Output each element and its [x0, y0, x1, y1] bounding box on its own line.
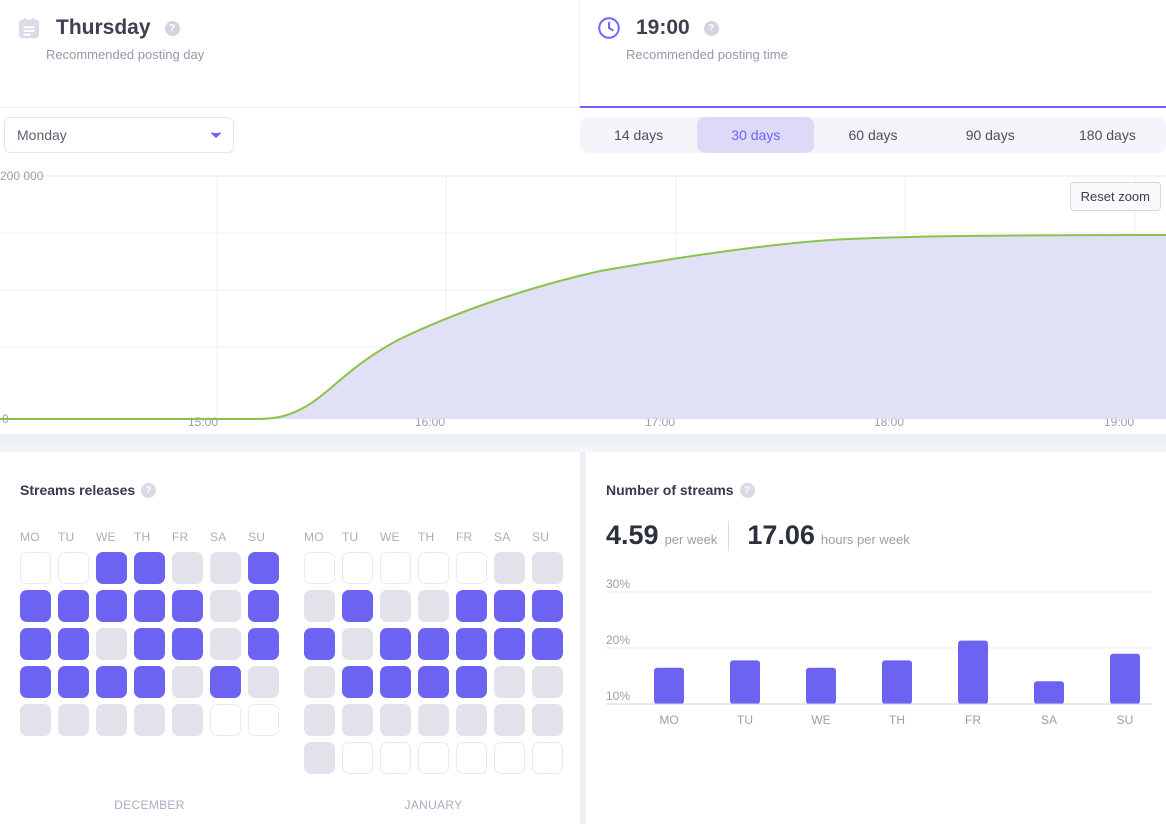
svg-text:SA: SA — [1041, 713, 1057, 727]
svg-text:TU: TU — [737, 713, 753, 727]
svg-text:20%: 20% — [606, 633, 630, 647]
svg-text:MO: MO — [659, 713, 678, 727]
svg-text:1 200 000: 1 200 000 — [0, 169, 44, 183]
svg-text:30%: 30% — [606, 577, 630, 591]
svg-text:FR: FR — [965, 713, 981, 727]
svg-text:15:00: 15:00 — [188, 415, 218, 429]
svg-text:SU: SU — [1117, 713, 1134, 727]
svg-text:TH: TH — [889, 713, 905, 727]
svg-text:10%: 10% — [606, 689, 630, 703]
svg-text:WE: WE — [811, 713, 830, 727]
